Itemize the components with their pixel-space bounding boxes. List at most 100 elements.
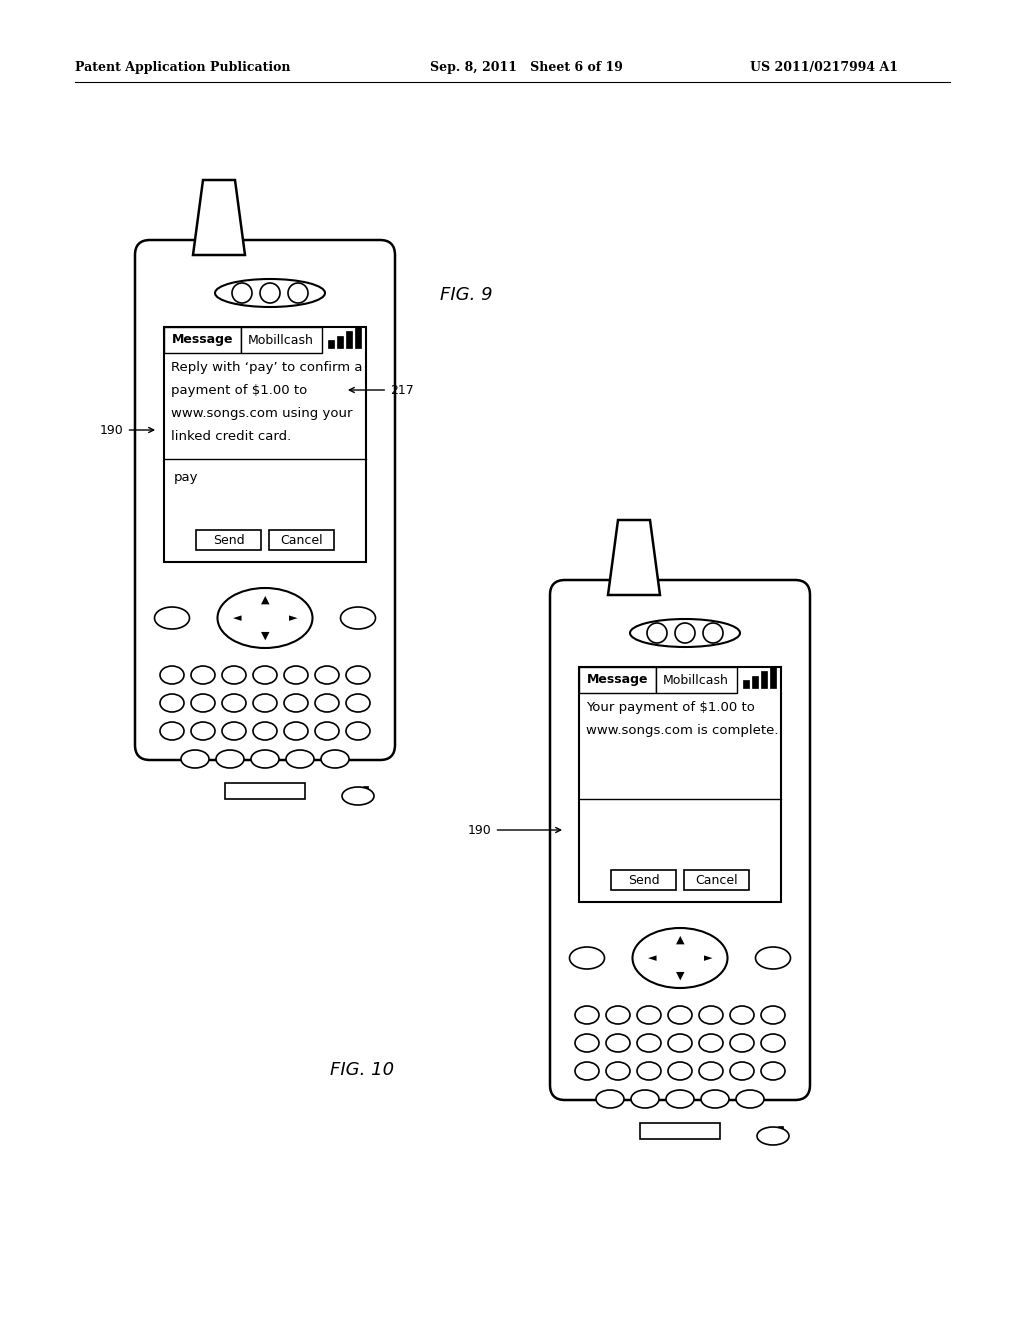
Bar <box>328 341 334 348</box>
Ellipse shape <box>757 1127 790 1144</box>
Text: 190: 190 <box>100 424 154 437</box>
Ellipse shape <box>730 1034 754 1052</box>
Ellipse shape <box>699 1034 723 1052</box>
Ellipse shape <box>761 1063 785 1080</box>
Bar <box>640 1123 720 1139</box>
Text: www.songs.com is complete.: www.songs.com is complete. <box>586 723 778 737</box>
Ellipse shape <box>346 722 370 741</box>
Ellipse shape <box>637 1034 662 1052</box>
Text: ◄: ◄ <box>232 612 242 623</box>
Text: Send: Send <box>628 874 659 887</box>
Ellipse shape <box>215 279 325 308</box>
Bar <box>164 327 366 562</box>
Ellipse shape <box>160 722 184 741</box>
Bar <box>269 531 334 550</box>
Bar <box>771 1129 776 1139</box>
Ellipse shape <box>315 722 339 741</box>
FancyBboxPatch shape <box>550 579 810 1100</box>
Ellipse shape <box>730 1063 754 1080</box>
Text: ►: ► <box>703 953 713 964</box>
Text: ►: ► <box>289 612 297 623</box>
Ellipse shape <box>160 694 184 711</box>
Bar <box>196 531 261 550</box>
Ellipse shape <box>284 667 308 684</box>
Ellipse shape <box>575 1034 599 1052</box>
Ellipse shape <box>575 1006 599 1024</box>
Bar <box>349 792 354 799</box>
Ellipse shape <box>637 1006 662 1024</box>
Text: FIG. 9: FIG. 9 <box>440 286 493 304</box>
Ellipse shape <box>569 946 604 969</box>
Ellipse shape <box>668 1034 692 1052</box>
Text: 217: 217 <box>349 384 414 396</box>
Bar <box>579 667 781 902</box>
Ellipse shape <box>342 787 374 805</box>
Circle shape <box>288 282 308 304</box>
Ellipse shape <box>155 607 189 630</box>
Ellipse shape <box>633 928 727 987</box>
Ellipse shape <box>606 1006 630 1024</box>
Ellipse shape <box>253 722 278 741</box>
Ellipse shape <box>341 607 376 630</box>
Ellipse shape <box>191 694 215 711</box>
Text: FIG. 10: FIG. 10 <box>330 1061 394 1078</box>
Text: www.songs.com using your: www.songs.com using your <box>171 407 352 420</box>
Bar <box>761 671 767 688</box>
Ellipse shape <box>253 667 278 684</box>
Text: Cancel: Cancel <box>695 874 738 887</box>
Ellipse shape <box>761 1034 785 1052</box>
Text: Sep. 8, 2011   Sheet 6 of 19: Sep. 8, 2011 Sheet 6 of 19 <box>430 62 623 74</box>
Ellipse shape <box>284 694 308 711</box>
Ellipse shape <box>668 1063 692 1080</box>
Bar <box>770 667 776 688</box>
Ellipse shape <box>222 694 246 711</box>
Bar <box>743 680 749 688</box>
Text: Message: Message <box>587 673 648 686</box>
Ellipse shape <box>699 1063 723 1080</box>
Ellipse shape <box>631 1090 659 1107</box>
Bar <box>164 327 241 352</box>
FancyBboxPatch shape <box>135 240 395 760</box>
Bar <box>337 337 343 348</box>
Circle shape <box>647 623 667 643</box>
Text: US 2011/0217994 A1: US 2011/0217994 A1 <box>750 62 898 74</box>
Ellipse shape <box>222 722 246 741</box>
Ellipse shape <box>630 619 740 647</box>
Bar <box>611 870 676 890</box>
Polygon shape <box>193 180 245 255</box>
Ellipse shape <box>701 1090 729 1107</box>
Text: pay: pay <box>174 471 199 483</box>
Bar <box>778 1126 783 1139</box>
Text: Patent Application Publication: Patent Application Publication <box>75 62 291 74</box>
Text: Mobillcash: Mobillcash <box>664 673 729 686</box>
Text: payment of $1.00 to: payment of $1.00 to <box>171 384 307 397</box>
Bar <box>579 667 655 693</box>
Text: ▼: ▼ <box>676 972 684 981</box>
Ellipse shape <box>606 1034 630 1052</box>
Ellipse shape <box>346 694 370 711</box>
Circle shape <box>675 623 695 643</box>
Ellipse shape <box>756 946 791 969</box>
Ellipse shape <box>666 1090 694 1107</box>
Ellipse shape <box>596 1090 624 1107</box>
Ellipse shape <box>668 1006 692 1024</box>
Bar <box>764 1133 769 1139</box>
Text: linked credit card.: linked credit card. <box>171 430 291 444</box>
Bar <box>356 789 361 799</box>
Bar <box>241 327 322 352</box>
Ellipse shape <box>160 667 184 684</box>
Ellipse shape <box>761 1006 785 1024</box>
Text: 190: 190 <box>468 824 561 837</box>
Text: ▼: ▼ <box>261 631 269 642</box>
Circle shape <box>260 282 280 304</box>
Bar <box>346 331 352 348</box>
Text: ◄: ◄ <box>648 953 656 964</box>
Ellipse shape <box>251 750 279 768</box>
Ellipse shape <box>730 1006 754 1024</box>
Ellipse shape <box>736 1090 764 1107</box>
Text: Send: Send <box>213 533 245 546</box>
Bar <box>655 667 736 693</box>
Ellipse shape <box>217 587 312 648</box>
Text: Your payment of $1.00 to: Your payment of $1.00 to <box>586 701 755 714</box>
Ellipse shape <box>181 750 209 768</box>
